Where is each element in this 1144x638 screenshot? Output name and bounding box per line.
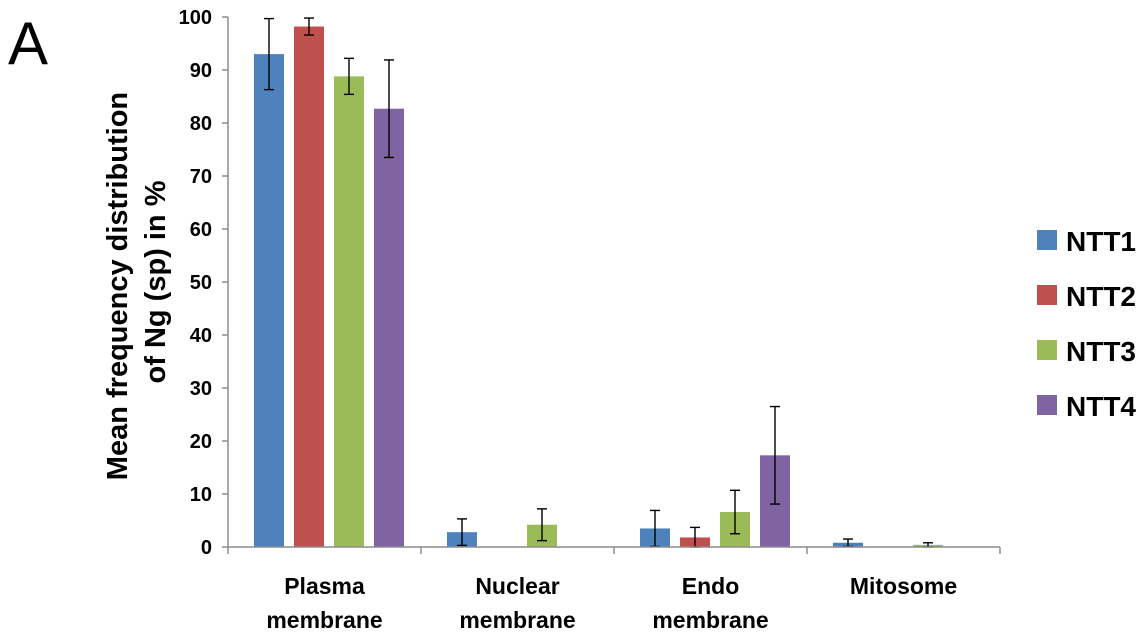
y-tick-label: 50	[190, 272, 212, 294]
x-category-label-line: Nuclear	[475, 573, 559, 599]
x-category-label: Nuclear membrane	[459, 573, 575, 633]
y-axis-label-line-1: Mean frequency distribution	[102, 92, 134, 480]
y-tick-label: 80	[190, 113, 212, 135]
x-category-label-line: Mitosome	[850, 573, 957, 599]
x-category-label-line: membrane	[459, 607, 575, 633]
error-bar-ntt3-0	[344, 57, 354, 96]
x-category-label-line: membrane	[266, 607, 382, 633]
bar-ntt4-0	[374, 108, 404, 547]
legend-item-ntt4: NTT4	[1037, 391, 1136, 422]
y-axis-label: Mean frequency distribution of Ng (sp) i…	[102, 84, 172, 480]
bars-layer	[254, 26, 943, 548]
y-axis-label-line-2: of Ng (sp) in %	[140, 180, 172, 383]
x-category-label: Plasma membrane	[266, 573, 382, 633]
legend-item-ntt3: NTT3	[1037, 336, 1136, 367]
y-tick-label: 30	[190, 378, 212, 400]
error-bars-layer	[264, 17, 933, 548]
legend-swatch	[1037, 230, 1057, 250]
legend-label: NTT3	[1066, 336, 1136, 367]
legend-item-ntt1: NTT1	[1037, 226, 1136, 257]
legend-swatch	[1037, 340, 1057, 360]
legend-label: NTT1	[1066, 226, 1136, 257]
error-bar-ntt4-2	[770, 405, 780, 505]
y-tick-label: 10	[190, 484, 212, 506]
y-tick-label: 100	[179, 7, 212, 29]
x-category-label-line: membrane	[652, 607, 768, 633]
legend-swatch	[1037, 395, 1057, 415]
y-tick-label: 60	[190, 219, 212, 241]
y-tick-label: 40	[190, 325, 212, 347]
error-bar-ntt3-2	[730, 489, 740, 535]
legend-label: NTT4	[1066, 391, 1136, 422]
error-bar-ntt1-1	[457, 518, 467, 547]
x-category-label: Mitosome	[850, 573, 957, 599]
y-tick-label: 90	[190, 60, 212, 82]
error-bar-ntt2-0	[304, 17, 314, 36]
x-category-label-line: Plasma	[284, 573, 365, 599]
panel-label: A	[8, 10, 48, 77]
x-category-label-line: Endo	[682, 573, 740, 599]
x-axis: Plasma membrane Nuclear membrane Endo membran…	[227, 546, 1001, 633]
legend-label: NTT2	[1066, 281, 1136, 312]
error-bar-ntt4-0	[384, 59, 394, 159]
error-bar-ntt3-1	[537, 508, 547, 542]
legend-swatch	[1037, 285, 1057, 305]
legend-item-ntt2: NTT2	[1037, 281, 1136, 312]
bar-ntt2-0	[294, 26, 324, 548]
x-category-label: Endo membrane	[652, 573, 768, 633]
y-tick-label: 0	[201, 537, 212, 559]
y-tick-label: 70	[190, 166, 212, 188]
bar-ntt3-0	[334, 76, 364, 548]
error-bar-ntt1-0	[264, 17, 274, 91]
bar-ntt1-0	[254, 54, 284, 547]
legend: NTT1 NTT2 NTT3 NTT4	[1037, 226, 1136, 422]
y-tick-label: 20	[190, 431, 212, 453]
y-axis: 0 10 20 30 40 50 60 70 80 90 100	[179, 7, 229, 559]
